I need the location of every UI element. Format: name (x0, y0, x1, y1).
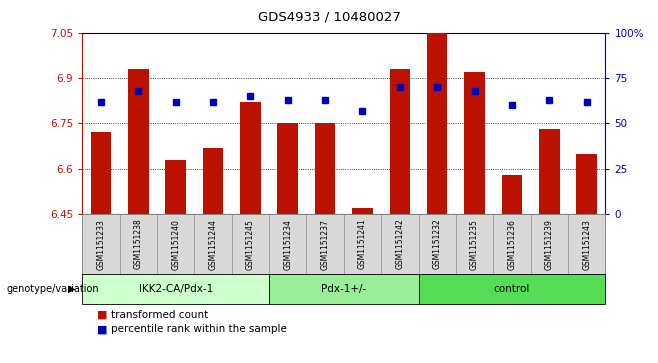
Bar (165, 160, 186, 214)
Bar (352, 208, 373, 214)
Text: GSM1151243: GSM1151243 (582, 219, 591, 270)
Text: GSM1151238: GSM1151238 (134, 219, 143, 269)
Bar (539, 130, 559, 214)
Text: GSM1151240: GSM1151240 (171, 219, 180, 270)
Text: control: control (494, 284, 530, 294)
Bar (91, 132, 111, 214)
Bar (576, 154, 597, 214)
Text: GSM1151237: GSM1151237 (320, 219, 330, 270)
Text: ■: ■ (97, 310, 107, 320)
Bar (465, 72, 485, 214)
Bar (203, 148, 223, 214)
Text: GSM1151235: GSM1151235 (470, 219, 479, 270)
Text: percentile rank within the sample: percentile rank within the sample (111, 324, 286, 334)
Bar (315, 123, 336, 214)
Bar (240, 102, 261, 214)
Text: GSM1151239: GSM1151239 (545, 219, 554, 270)
Text: GSM1151245: GSM1151245 (246, 219, 255, 270)
Text: GSM1151244: GSM1151244 (209, 219, 218, 270)
Text: GSM1151241: GSM1151241 (358, 219, 367, 269)
Text: IKK2-CA/Pdx-1: IKK2-CA/Pdx-1 (139, 284, 213, 294)
Text: GSM1151233: GSM1151233 (97, 219, 105, 270)
Bar (128, 69, 149, 214)
Text: GSM1151232: GSM1151232 (433, 219, 442, 269)
Bar (427, 33, 447, 214)
Bar (278, 123, 298, 214)
Text: GDS4933 / 10480027: GDS4933 / 10480027 (257, 11, 401, 24)
Text: ■: ■ (97, 324, 107, 334)
Bar (501, 175, 522, 214)
Text: GSM1151242: GSM1151242 (395, 219, 405, 269)
Text: transformed count: transformed count (111, 310, 208, 320)
Text: genotype/variation: genotype/variation (7, 284, 99, 294)
Text: GSM1151236: GSM1151236 (507, 219, 517, 270)
Text: GSM1151234: GSM1151234 (283, 219, 292, 270)
Text: ▶: ▶ (68, 284, 76, 294)
Text: Pdx-1+/-: Pdx-1+/- (321, 284, 367, 294)
Bar (390, 69, 410, 214)
